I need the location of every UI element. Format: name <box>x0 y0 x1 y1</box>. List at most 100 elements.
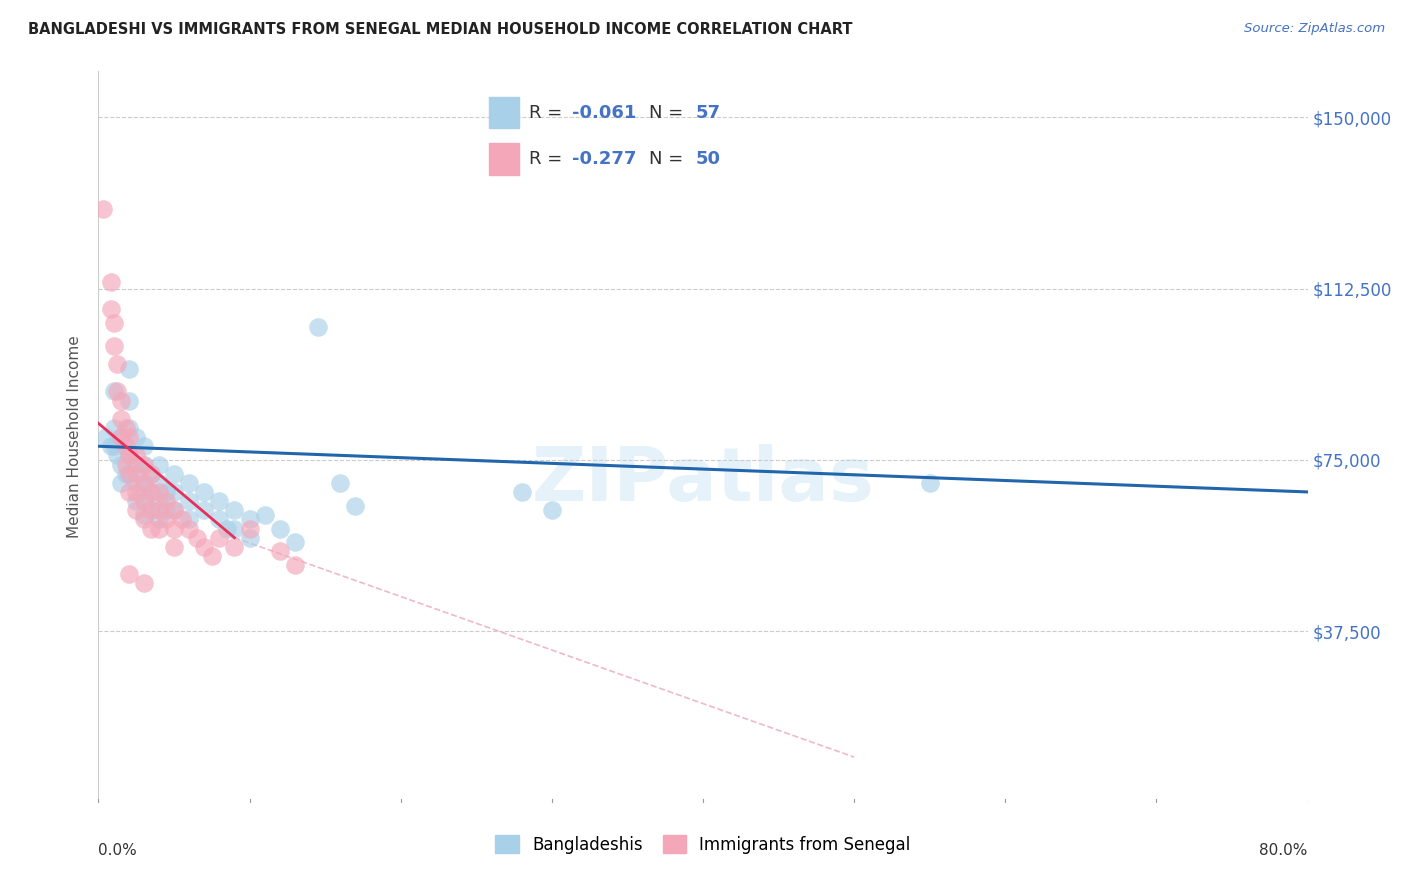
Y-axis label: Median Household Income: Median Household Income <box>67 335 83 539</box>
Legend: Bangladeshis, Immigrants from Senegal: Bangladeshis, Immigrants from Senegal <box>489 829 917 860</box>
Point <box>284 558 307 573</box>
Point <box>148 475 170 490</box>
Point <box>155 503 177 517</box>
Point <box>141 503 163 517</box>
Point <box>118 467 141 481</box>
Point <box>118 484 141 499</box>
Point <box>269 544 291 558</box>
Point <box>344 499 367 513</box>
Point <box>148 503 170 517</box>
Point <box>110 430 132 444</box>
Point <box>103 439 125 453</box>
Point <box>110 430 132 444</box>
Point <box>105 384 128 399</box>
Point <box>284 535 307 549</box>
Point <box>132 508 155 522</box>
Point <box>132 512 155 526</box>
Point <box>110 393 132 408</box>
Point <box>179 521 201 535</box>
Point <box>918 475 941 490</box>
Point <box>224 503 246 517</box>
Point <box>114 421 136 435</box>
Point <box>215 521 238 535</box>
Point <box>110 411 132 425</box>
Point <box>141 484 163 499</box>
Point <box>155 494 177 508</box>
Text: 80.0%: 80.0% <box>1260 843 1308 858</box>
Point <box>141 467 163 481</box>
Point <box>155 484 177 499</box>
Point <box>103 338 125 352</box>
Point <box>114 467 136 481</box>
Text: BANGLADESHI VS IMMIGRANTS FROM SENEGAL MEDIAN HOUSEHOLD INCOME CORRELATION CHART: BANGLADESHI VS IMMIGRANTS FROM SENEGAL M… <box>28 22 852 37</box>
Point <box>239 531 262 545</box>
Point <box>100 439 122 453</box>
Point <box>148 458 170 472</box>
Point <box>239 512 262 526</box>
Point <box>132 475 155 490</box>
Point <box>103 384 125 399</box>
Point <box>132 458 155 472</box>
Point <box>118 421 141 435</box>
Point <box>105 448 128 462</box>
Point <box>132 475 155 490</box>
Point <box>163 467 186 481</box>
Point <box>132 458 155 472</box>
Point <box>125 430 148 444</box>
Point <box>118 567 141 582</box>
Point <box>163 540 186 554</box>
Point <box>201 549 224 563</box>
Point <box>141 503 163 517</box>
Point <box>148 521 170 535</box>
Point <box>208 512 231 526</box>
Point <box>186 531 208 545</box>
Text: 0.0%: 0.0% <box>98 843 138 858</box>
Point <box>125 475 148 490</box>
Point <box>193 503 215 517</box>
Point <box>193 540 215 554</box>
Point <box>118 467 141 481</box>
Point <box>100 301 122 317</box>
Point <box>208 494 231 508</box>
Point <box>253 508 276 522</box>
Point <box>114 439 136 453</box>
Point <box>118 448 141 462</box>
Point <box>163 503 186 517</box>
Point <box>163 503 186 517</box>
Point <box>105 357 128 371</box>
Point <box>224 540 246 554</box>
Point <box>224 521 246 535</box>
Point <box>269 521 291 535</box>
Point <box>193 484 215 499</box>
Point <box>114 458 136 472</box>
Point <box>307 320 329 334</box>
Text: ZIPatlas: ZIPatlas <box>531 444 875 517</box>
Point <box>239 521 262 535</box>
Point <box>125 448 148 462</box>
Point <box>141 521 163 535</box>
Point <box>208 531 231 545</box>
Point <box>163 521 186 535</box>
Text: Source: ZipAtlas.com: Source: ZipAtlas.com <box>1244 22 1385 36</box>
Point <box>125 484 148 499</box>
Point <box>132 576 155 591</box>
Point <box>170 512 193 526</box>
Point <box>118 393 141 408</box>
Point <box>100 275 122 289</box>
Point <box>118 448 141 462</box>
Point <box>148 494 170 508</box>
Point <box>148 484 170 499</box>
Point <box>148 512 170 526</box>
Point <box>141 467 163 481</box>
Point <box>125 467 148 481</box>
Point <box>179 494 201 508</box>
Point <box>110 475 132 490</box>
Point <box>329 475 352 490</box>
Point <box>141 484 163 499</box>
Point <box>163 484 186 499</box>
Point <box>155 512 177 526</box>
Point <box>540 503 562 517</box>
Point <box>132 490 155 504</box>
Point <box>179 475 201 490</box>
Point <box>132 494 155 508</box>
